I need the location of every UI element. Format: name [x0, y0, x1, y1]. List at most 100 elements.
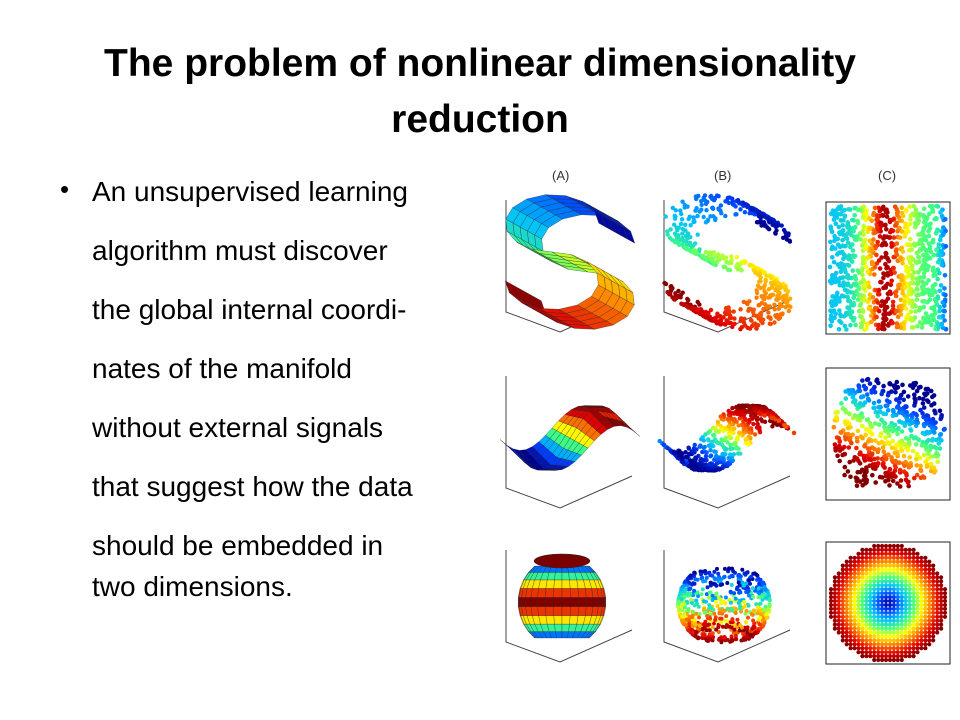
- embedding-point: [919, 602, 924, 608]
- data-point: [741, 299, 746, 305]
- embedding-point: [828, 323, 833, 329]
- embedding-point: [891, 610, 896, 615]
- embedding-point: [852, 618, 857, 623]
- embedding-point: [835, 453, 840, 459]
- data-point: [743, 437, 748, 442]
- embedding-point: [895, 579, 900, 584]
- embedding-point: [890, 478, 896, 484]
- embedding-point: [833, 445, 838, 451]
- embedding-point: [860, 606, 865, 611]
- data-point: [740, 580, 745, 585]
- embedding-point: [923, 575, 928, 580]
- embedding-point: [919, 606, 924, 611]
- embedding-point: [848, 256, 853, 262]
- data-point: [683, 233, 689, 239]
- data-point: [741, 637, 746, 641]
- embedding-point: [873, 480, 878, 485]
- embedding-point: [895, 543, 900, 549]
- embedding-point: [915, 591, 920, 596]
- embedding-point: [852, 598, 857, 604]
- sphere-patch: [521, 597, 526, 607]
- data-point: [699, 199, 704, 204]
- data-point: [687, 214, 692, 219]
- embedding-point: [879, 417, 884, 422]
- embedding-point: [862, 400, 868, 405]
- data-point: [763, 604, 768, 609]
- embedding-point: [876, 287, 882, 293]
- data-point: [710, 433, 716, 438]
- embedding-point: [903, 231, 908, 237]
- data-point: [745, 585, 750, 590]
- embedding-point: [843, 269, 848, 275]
- embedding-point: [859, 293, 864, 298]
- embedding-point: [872, 575, 877, 580]
- embedding-point: [919, 614, 924, 619]
- embedding-point: [860, 579, 865, 584]
- data-point: [677, 607, 682, 612]
- embedding-point: [895, 571, 900, 576]
- embedding-point: [939, 602, 944, 608]
- embedding-point: [912, 475, 917, 481]
- embedding-point: [840, 626, 845, 631]
- embedding-point: [887, 595, 893, 600]
- embedding-point: [879, 326, 885, 331]
- sphere-patch: [578, 597, 587, 607]
- embedding-point: [832, 315, 837, 320]
- embedding-point: [869, 388, 874, 393]
- axis-box: [825, 201, 951, 335]
- embedding-point: [931, 563, 936, 568]
- embedding-point: [926, 233, 932, 239]
- data-point: [762, 413, 767, 418]
- embedding-point: [911, 571, 916, 576]
- embedding-point: [848, 618, 853, 623]
- embedding-point: [861, 204, 866, 209]
- embedding-point: [827, 264, 833, 270]
- embedding-point: [860, 626, 865, 631]
- embedding-point: [942, 591, 948, 596]
- embedding-point: [915, 571, 920, 576]
- embedding-point: [864, 642, 869, 647]
- embedding-point: [844, 575, 849, 580]
- embedding-point: [843, 436, 849, 442]
- embedding-point: [864, 571, 869, 576]
- embedding-point: [852, 583, 857, 588]
- data-point: [726, 305, 731, 310]
- embedding-point: [836, 630, 841, 635]
- embedding-point: [864, 477, 869, 483]
- embedding-point: [852, 642, 857, 647]
- embedding-point: [926, 278, 931, 283]
- embedding-point: [860, 602, 865, 608]
- data-point: [694, 598, 699, 603]
- embedding-point: [872, 571, 877, 576]
- embedding-point: [919, 626, 924, 631]
- embedding-point: [881, 303, 887, 308]
- embedding-point: [937, 408, 943, 414]
- data-point: [727, 624, 732, 629]
- embedding-point: [832, 575, 837, 580]
- embedding-point: [828, 591, 834, 596]
- sphere-patch: [561, 606, 571, 616]
- embedding-point: [864, 650, 869, 655]
- embedding-point: [897, 419, 902, 424]
- embedding-point: [868, 606, 873, 611]
- embedding-point: [927, 618, 932, 623]
- embedding-point: [872, 547, 877, 552]
- embedding-point: [899, 626, 904, 631]
- data-point: [712, 611, 717, 616]
- data-point: [697, 615, 701, 620]
- embedding-point: [876, 598, 881, 604]
- data-point: [741, 426, 747, 431]
- data-point: [737, 416, 742, 421]
- data-point: [693, 455, 698, 460]
- embedding-point: [867, 421, 873, 426]
- data-point: [700, 627, 705, 632]
- embedding-point: [915, 614, 920, 619]
- embedding-point: [836, 571, 841, 576]
- data-point: [746, 588, 751, 593]
- embedding-point: [907, 618, 912, 623]
- embedding-point: [852, 579, 857, 584]
- embedding-point: [887, 646, 893, 651]
- embedding-point: [856, 622, 861, 627]
- data-point: [684, 617, 689, 622]
- embedding-point: [887, 630, 893, 635]
